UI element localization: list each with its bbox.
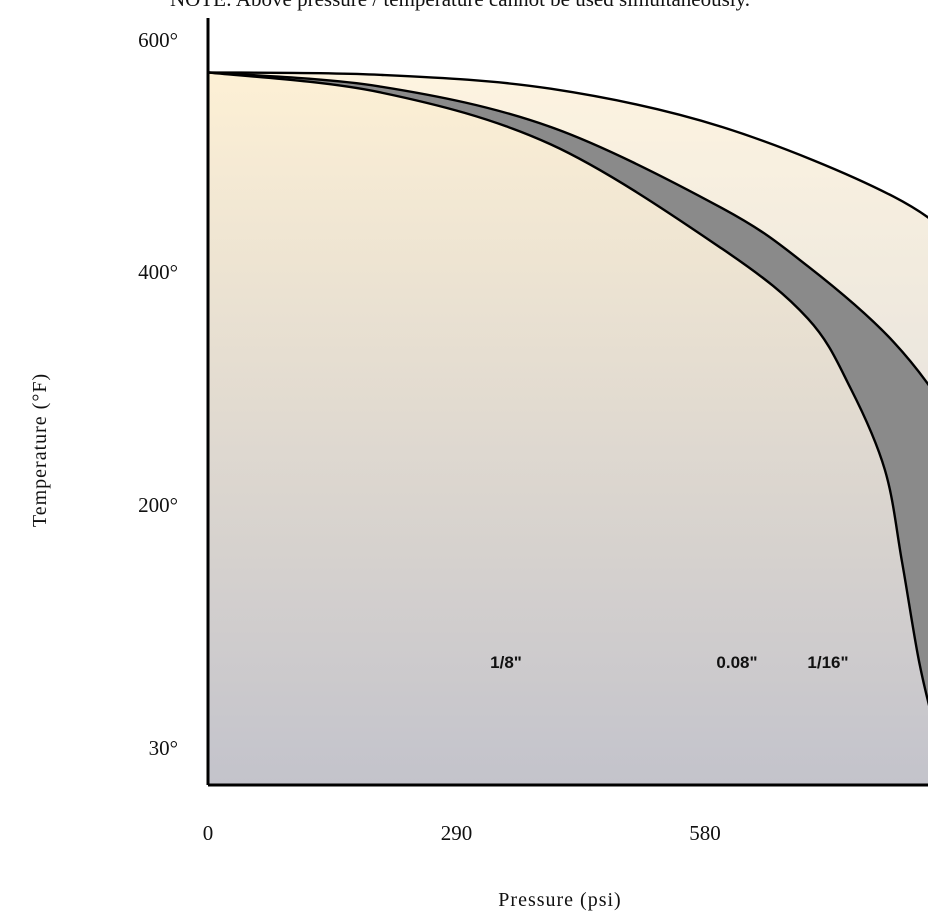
curve-0-08 xyxy=(207,71,928,387)
series-label: 0.08" xyxy=(716,653,757,672)
region-1-16-band xyxy=(208,72,928,389)
y-tick-label: 400° xyxy=(138,260,178,284)
curve-1-16 xyxy=(207,71,928,219)
y-tick-label: 600° xyxy=(138,28,178,52)
y-tick-label: 30° xyxy=(149,736,178,760)
y-tick-label: 200° xyxy=(138,493,178,517)
series-label: 1/16" xyxy=(807,653,848,672)
y-axis-label: Temperature (°F) xyxy=(29,373,51,527)
x-tick-label: 0 xyxy=(203,821,214,845)
x-axis-label: Pressure (psi) xyxy=(498,889,621,911)
curve-1-8 xyxy=(207,71,928,707)
chart-note: NOTE: Above pressure / temperature canno… xyxy=(170,0,750,11)
x-tick-label: 580 xyxy=(689,821,721,845)
series-label: 1/8" xyxy=(490,653,522,672)
x-tick-label: 290 xyxy=(441,821,473,845)
region-1-8 xyxy=(208,72,928,785)
region-0-08-band xyxy=(208,72,928,699)
